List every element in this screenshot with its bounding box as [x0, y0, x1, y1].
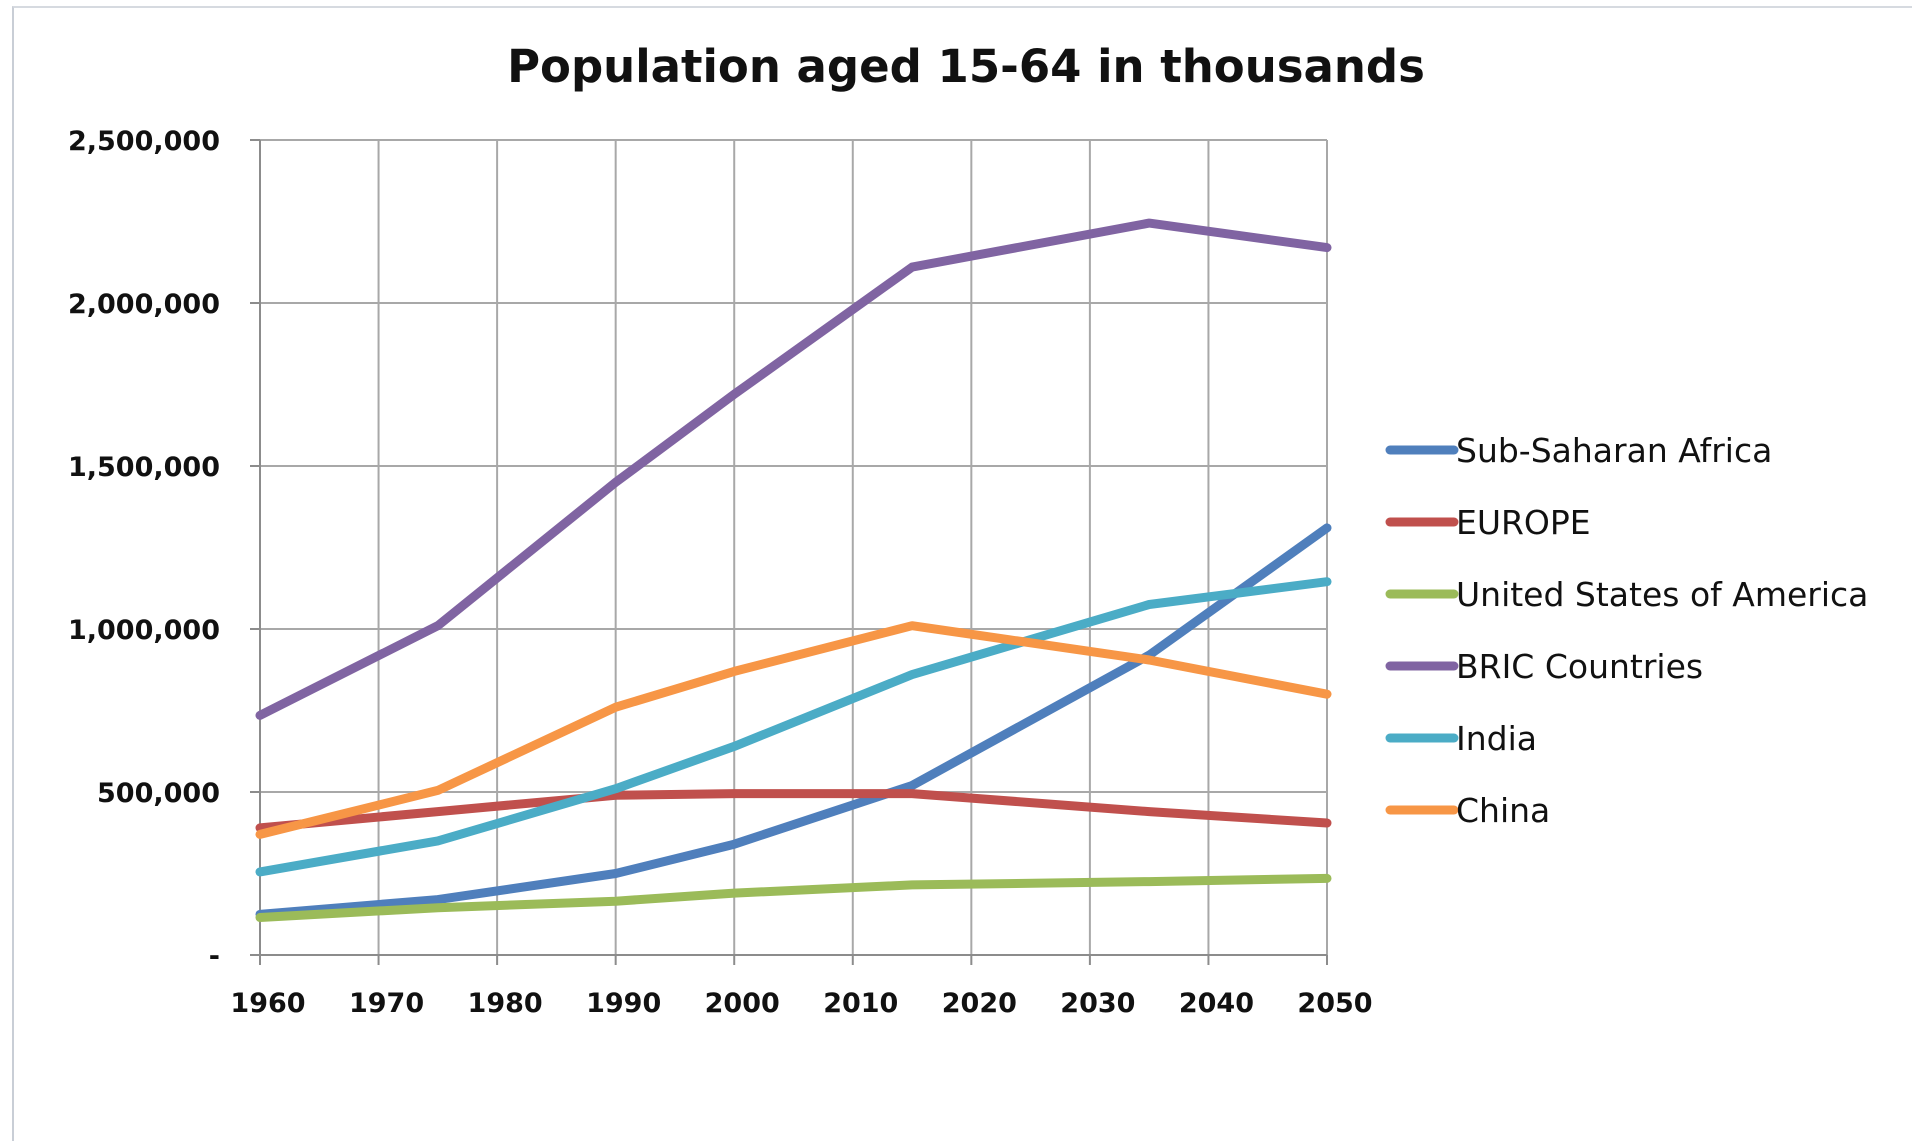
- x-tick-label: 1960: [230, 988, 305, 1019]
- x-tick-label: 1980: [468, 988, 543, 1019]
- series-line-united-states-of-america: [255, 873, 1332, 922]
- x-tick-label: 2030: [1060, 988, 1135, 1019]
- y-tick-label: -: [209, 941, 220, 972]
- y-tick-label: 500,000: [97, 778, 220, 809]
- legend: Sub-Saharan Africa EUROPE United States of…: [1385, 431, 1868, 830]
- series-line-europe: [255, 789, 1332, 833]
- legend-label-united-states-of-america: United States of America: [1456, 575, 1868, 614]
- x-tick-label: 1990: [586, 988, 661, 1019]
- legend-label-india: India: [1456, 719, 1537, 758]
- x-tick-label: 1970: [349, 988, 424, 1019]
- x-tick-label: 2040: [1179, 988, 1254, 1019]
- chart-title: Population aged 15-64 in thousands: [507, 40, 1425, 93]
- x-tick-label: 2020: [942, 988, 1017, 1019]
- legend-label-sub-saharan-africa: Sub-Saharan Africa: [1456, 431, 1772, 470]
- y-tick-label: 2,500,000: [68, 126, 220, 157]
- series-line-sub-saharan-africa: [255, 523, 1332, 919]
- grid-lines: [260, 139, 1328, 955]
- chart-frame: [12, 6, 1912, 1141]
- y-tick-label: 1,500,000: [68, 452, 220, 483]
- x-tick-label: 2050: [1297, 988, 1372, 1019]
- legend-label-europe: EUROPE: [1456, 503, 1591, 542]
- y-tick-label: 1,000,000: [68, 615, 220, 646]
- x-tick-label: 2000: [705, 988, 780, 1019]
- series-line-china: [255, 621, 1332, 839]
- series-lines: [255, 218, 1332, 922]
- axes: - 500,000 1,000,000 1,500,000 2,000,000 2,500…: [68, 126, 1373, 1019]
- series-line-bric-countries: [255, 218, 1332, 720]
- y-tick-label: 2,000,000: [68, 289, 220, 320]
- legend-label-bric-countries: BRIC Countries: [1456, 647, 1703, 686]
- x-tick-label: 2010: [823, 988, 898, 1019]
- legend-label-china: China: [1456, 791, 1550, 830]
- series-line-india: [255, 577, 1332, 877]
